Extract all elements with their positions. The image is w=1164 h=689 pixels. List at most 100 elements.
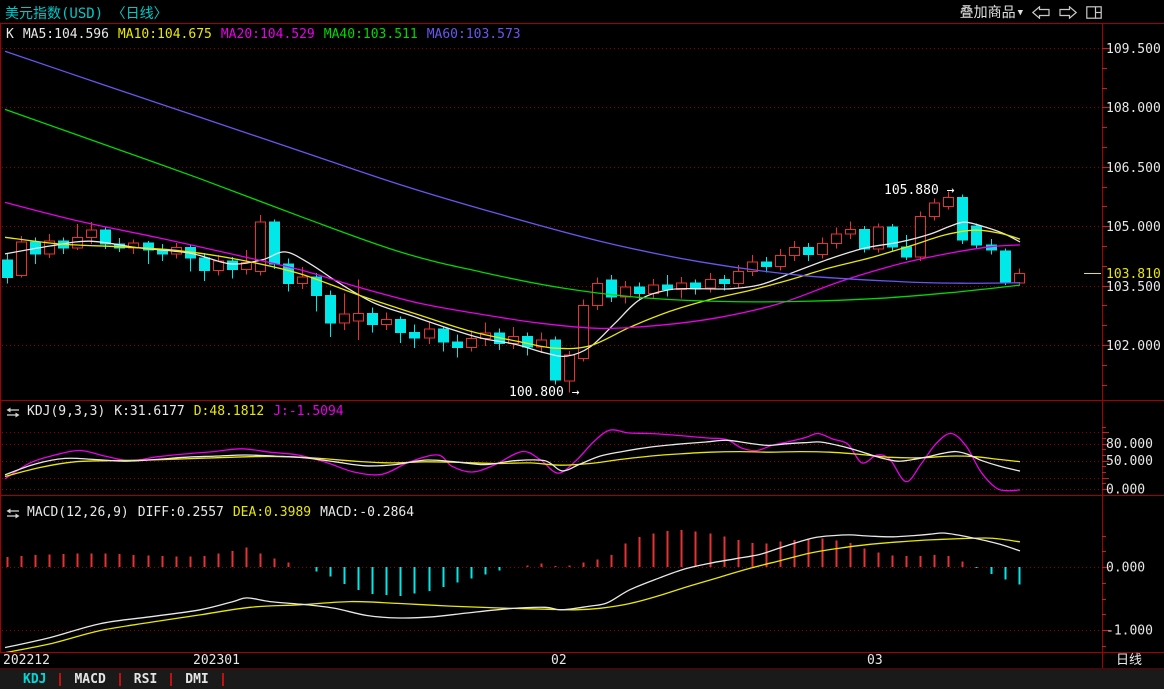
ma-label-2: MA10:104.675 bbox=[117, 27, 212, 42]
ma-indicator-row: K MA5:104.596 MA10:104.675 MA20:104.529 MA40… bbox=[6, 27, 539, 42]
indicator-tab-bar: KDJ MACD RSI DMI bbox=[0, 668, 1164, 689]
ma-label-5: MA60:103.573 bbox=[426, 27, 521, 42]
kdj-pane: 80.000 50.000 0.000 bbox=[2, 427, 1153, 498]
svg-text:202301: 202301 bbox=[193, 653, 240, 668]
title-bar: 美元指数(USD) 〈日线〉 叠加商品 ▼ bbox=[0, 0, 1164, 23]
candlestick-series bbox=[2, 191, 1025, 393]
candle bbox=[747, 261, 758, 272]
candle bbox=[859, 228, 870, 250]
svg-text:0.000: 0.000 bbox=[1106, 561, 1145, 576]
candle bbox=[803, 247, 814, 256]
svg-text:109.500: 109.500 bbox=[1106, 42, 1161, 57]
price-annotation-low: 100.800 → bbox=[509, 385, 580, 400]
kdj-k-value: K:31.6177 bbox=[114, 404, 185, 419]
ma-label-1: MA5:104.596 bbox=[22, 27, 109, 42]
tab-separator bbox=[59, 672, 62, 686]
ma40-line bbox=[4, 108, 1021, 303]
split-window-icon[interactable] bbox=[1086, 5, 1102, 19]
candle bbox=[86, 229, 97, 238]
svg-text:80.000: 80.000 bbox=[1106, 437, 1153, 452]
svg-text:103.500: 103.500 bbox=[1106, 280, 1161, 295]
current-price-marker: 103.810 bbox=[1084, 267, 1161, 282]
candle bbox=[705, 278, 716, 289]
candle bbox=[143, 242, 154, 251]
svg-text:50.000: 50.000 bbox=[1106, 454, 1153, 469]
candle bbox=[1000, 250, 1011, 283]
tab-separator bbox=[170, 672, 173, 686]
tab-kdj[interactable]: KDJ bbox=[23, 671, 47, 687]
candle bbox=[44, 240, 55, 255]
ma10-line bbox=[4, 229, 1021, 350]
ma5-line bbox=[4, 221, 1021, 357]
candle bbox=[831, 233, 842, 245]
svg-text:-1.000: -1.000 bbox=[1106, 624, 1153, 639]
candle bbox=[269, 221, 280, 265]
svg-text:106.500: 106.500 bbox=[1106, 161, 1161, 176]
ma-label-3: MA20:104.529 bbox=[220, 27, 315, 42]
candle bbox=[409, 331, 420, 339]
svg-text:03: 03 bbox=[867, 653, 883, 668]
candle bbox=[761, 261, 772, 268]
svg-text:0.000: 0.000 bbox=[1106, 483, 1145, 498]
svg-text:202212: 202212 bbox=[3, 653, 50, 668]
candle bbox=[789, 247, 800, 257]
candle bbox=[606, 279, 617, 298]
tab-macd[interactable]: MACD bbox=[74, 671, 106, 687]
candle bbox=[353, 312, 364, 322]
candle bbox=[100, 229, 111, 245]
macd-dea-value: DEA:0.3989 bbox=[232, 505, 312, 520]
candle bbox=[634, 286, 645, 295]
candle bbox=[733, 270, 744, 285]
candle bbox=[199, 257, 210, 272]
tab-separator bbox=[221, 672, 224, 686]
swap-indicator-icon[interactable] bbox=[6, 508, 20, 519]
tab-rsi[interactable]: RSI bbox=[133, 671, 158, 687]
candle bbox=[873, 226, 884, 250]
price-gridlines: 109.500 108.000 106.500 105.000 103.500 102.0… bbox=[2, 42, 1161, 386]
kdj-d-value: D:48.1812 bbox=[193, 404, 265, 419]
candle bbox=[564, 354, 575, 382]
kdj-name: KDJ(9,3,3) bbox=[27, 404, 106, 419]
candle bbox=[452, 341, 463, 348]
macd-value: MACD:-0.2864 bbox=[320, 505, 415, 520]
svg-text:102.000: 102.000 bbox=[1106, 339, 1161, 354]
candle bbox=[325, 295, 336, 324]
x-axis-labels: 202212 202301 02 03 日线 bbox=[3, 653, 1142, 668]
overlay-product-button[interactable]: 叠加商品 ▼ bbox=[960, 2, 1023, 22]
swap-indicator-icon[interactable] bbox=[6, 407, 20, 418]
candle bbox=[620, 286, 631, 298]
candle bbox=[381, 318, 392, 325]
candle bbox=[227, 260, 238, 271]
candle bbox=[339, 313, 350, 324]
back-arrow-icon[interactable] bbox=[1032, 5, 1050, 19]
dropdown-arrow-icon: ▼ bbox=[1017, 8, 1023, 18]
candle bbox=[550, 339, 561, 381]
candle bbox=[971, 225, 982, 246]
candle bbox=[438, 328, 449, 343]
candle bbox=[775, 255, 786, 268]
macd-pane-header: MACD(12,26,9) DIFF:0.2557 DEA:0.3989 MAC… bbox=[6, 505, 423, 520]
candle bbox=[592, 283, 603, 306]
macd-dea-line bbox=[5, 537, 1021, 652]
candle bbox=[957, 196, 968, 241]
candle bbox=[424, 328, 435, 339]
candle bbox=[311, 276, 322, 296]
candle bbox=[676, 282, 687, 291]
ma60-line bbox=[4, 50, 1021, 284]
forward-arrow-icon[interactable] bbox=[1059, 5, 1077, 19]
tab-dmi[interactable]: DMI bbox=[185, 671, 209, 687]
overlay-product-label: 叠加商品 bbox=[959, 5, 1016, 21]
candle bbox=[395, 318, 406, 333]
svg-text:日线: 日线 bbox=[1116, 653, 1142, 668]
tab-separator bbox=[118, 672, 121, 686]
svg-text:108.000: 108.000 bbox=[1106, 101, 1161, 116]
macd-name: MACD(12,26,9) bbox=[27, 505, 129, 520]
ma20-line bbox=[4, 201, 1021, 330]
kdj-j-line bbox=[4, 429, 1021, 492]
candle bbox=[690, 282, 701, 289]
chart-title: 美元指数(USD) 〈日线〉 bbox=[5, 6, 168, 22]
macd-diff-value: DIFF:0.2557 bbox=[137, 505, 224, 520]
candle bbox=[719, 278, 730, 285]
candle bbox=[929, 202, 940, 217]
